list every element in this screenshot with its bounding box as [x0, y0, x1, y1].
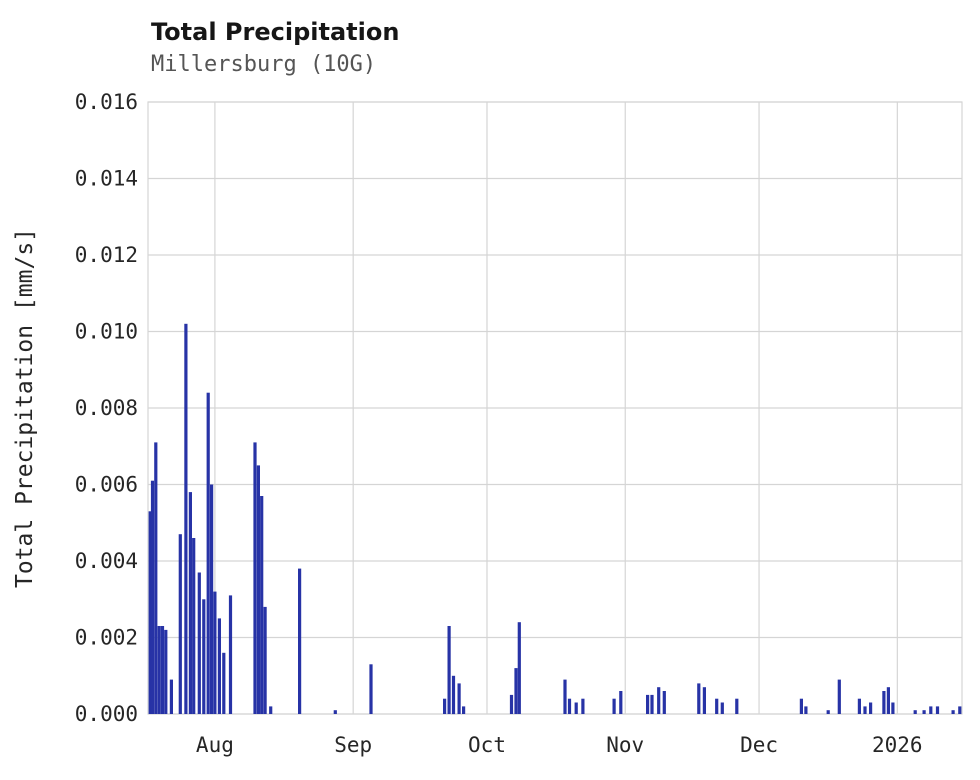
y-tick-label: 0.004 [75, 549, 138, 573]
gridlines [147, 101, 963, 715]
precip-bar [256, 465, 260, 714]
precip-bar [269, 706, 273, 714]
x-tick-label: Aug [196, 733, 234, 757]
precip-bar [253, 442, 257, 714]
precip-bar [169, 679, 173, 714]
chart-subtitle: Millersburg (10G) [151, 52, 376, 77]
precipitation-bars [148, 323, 962, 715]
precip-bar [958, 706, 962, 714]
precip-bar [263, 606, 267, 714]
precip-bar [217, 618, 221, 714]
precip-bar [260, 496, 264, 714]
precip-bar [882, 691, 886, 714]
precip-bar [935, 706, 940, 714]
precip-bar [164, 629, 168, 714]
precip-bar [619, 691, 623, 714]
precip-bar [206, 392, 210, 714]
precip-bar [581, 698, 585, 714]
precip-bar [188, 492, 192, 714]
precip-bar [720, 702, 724, 714]
precip-bar [157, 626, 161, 714]
x-tick-label: Dec [740, 733, 778, 757]
precip-bar [646, 694, 650, 714]
precip-bar [857, 698, 861, 714]
precip-bar [804, 706, 808, 714]
precip-bar [148, 511, 152, 714]
chart-title: Total Precipitation [151, 18, 399, 46]
precip-bar [662, 691, 666, 714]
precip-bar [735, 698, 739, 714]
precip-bar [563, 679, 567, 714]
precip-bar [184, 323, 188, 714]
y-tick-label: 0.010 [75, 320, 138, 344]
precip-bar [869, 702, 873, 714]
precip-bar [222, 652, 226, 714]
x-tick-label: Sep [334, 733, 372, 757]
precip-bar [462, 706, 466, 714]
precip-bar [333, 710, 337, 714]
precip-bar [650, 694, 654, 714]
y-tick-labels: 0.000 0.002 0.004 0.006 0.008 0.010 0.012 0.014… [75, 90, 138, 726]
y-tick-label: 0.014 [75, 167, 138, 191]
precip-bar [891, 702, 895, 714]
precip-bar [150, 480, 155, 714]
precip-bar [202, 599, 206, 715]
precip-bar [715, 698, 719, 714]
precip-bar [178, 534, 182, 714]
precip-bar [443, 698, 447, 714]
precip-bar [228, 595, 233, 714]
precip-bar [517, 622, 521, 714]
y-tick-label: 0.000 [75, 702, 138, 726]
precip-bar [160, 626, 165, 714]
y-tick-label: 0.002 [75, 626, 138, 650]
precip-bar [213, 591, 217, 714]
precip-bar [298, 568, 302, 714]
precip-bar [154, 442, 158, 714]
precip-bar [567, 698, 572, 714]
y-tick-label: 0.012 [75, 243, 138, 267]
precip-bar [929, 706, 933, 714]
precip-bar [863, 706, 867, 714]
precip-bar [837, 679, 841, 714]
y-tick-label: 0.006 [75, 473, 138, 497]
precip-bar [886, 687, 890, 714]
precip-bar [192, 538, 196, 714]
precip-bar [612, 698, 616, 714]
precip-bar [514, 668, 518, 714]
precip-bar [574, 702, 578, 714]
precip-bar [509, 694, 514, 714]
precip-bar [922, 710, 926, 714]
precip-bar [951, 710, 955, 714]
x-tick-label: 2026 [872, 733, 923, 757]
precip-bar [451, 675, 456, 715]
x-tick-label: Nov [606, 733, 644, 757]
precip-bar [447, 626, 451, 714]
x-tick-labels: Aug Sep Oct Nov Dec 2026 [196, 733, 923, 757]
precip-bar [457, 683, 461, 714]
precip-bar [657, 687, 661, 714]
y-tick-label: 0.008 [75, 396, 138, 420]
precip-bar [197, 572, 201, 714]
plot-frame [147, 101, 963, 715]
precip-bar [702, 687, 706, 714]
x-tick-label: Oct [468, 733, 506, 757]
precip-bar [913, 710, 917, 714]
precip-bar [210, 484, 214, 714]
y-axis-label: Total Precipitation [mm/s] [12, 228, 38, 588]
precip-bar [369, 664, 373, 714]
precip-bar [826, 710, 830, 714]
precip-bar [799, 698, 803, 714]
precip-bar [697, 683, 701, 714]
y-tick-label: 0.016 [75, 90, 138, 114]
